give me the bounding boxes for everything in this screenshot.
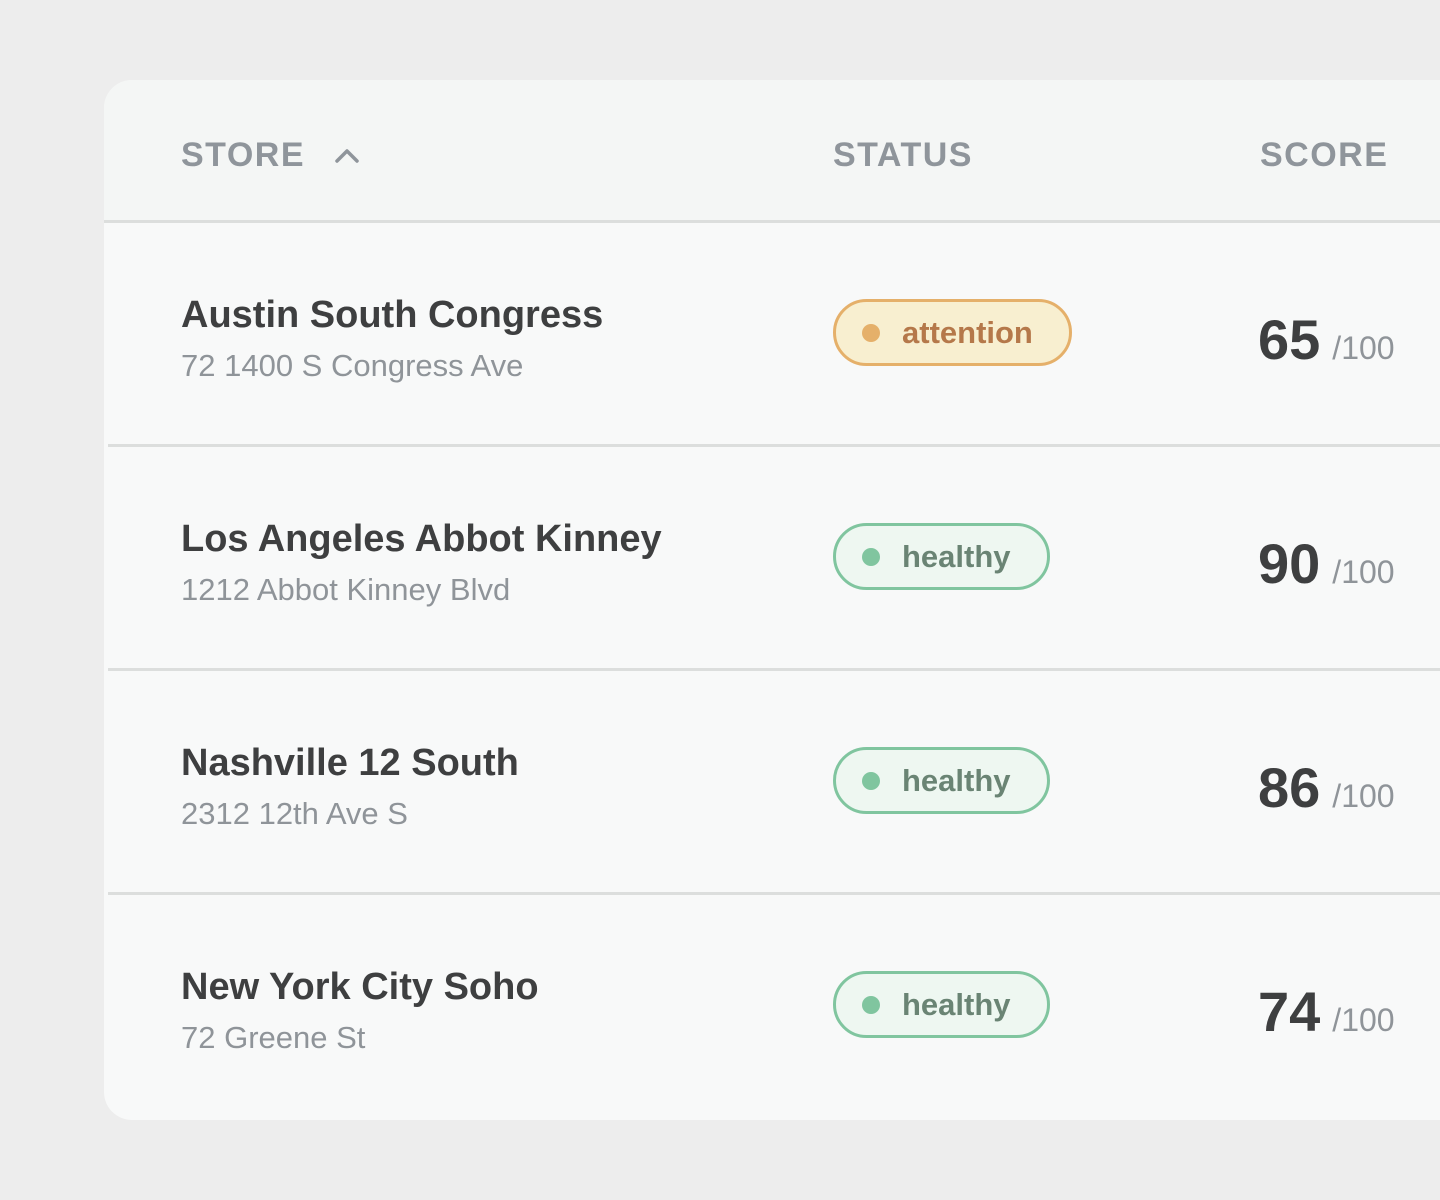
status-dot bbox=[862, 323, 880, 342]
column-header[interactable]: STATUS bbox=[833, 136, 973, 174]
column-header[interactable]: SCORE bbox=[1260, 136, 1389, 174]
sort-icon[interactable] bbox=[334, 142, 360, 168]
store-name: Austin South Congress bbox=[181, 294, 604, 336]
store-table: STORE STATUS SCORE Austin South Congress… bbox=[104, 80, 1440, 1120]
status-label: attention bbox=[902, 314, 1033, 350]
status-dot bbox=[862, 547, 880, 566]
score-max: /100 bbox=[1332, 778, 1395, 814]
store-name: New York City Soho bbox=[181, 966, 539, 1008]
store-address: 2312 12th Ave S bbox=[181, 796, 408, 831]
status-badge: healthy bbox=[833, 971, 1050, 1038]
status-label: healthy bbox=[902, 986, 1011, 1022]
score-max: /100 bbox=[1332, 1002, 1395, 1038]
score: 86/100 bbox=[1258, 755, 1395, 819]
table-header: STORE STATUS SCORE bbox=[104, 80, 1440, 223]
row-divider bbox=[108, 892, 1440, 895]
status-badge: healthy bbox=[833, 747, 1050, 814]
column-header[interactable]: STORE bbox=[181, 136, 306, 174]
row-divider bbox=[108, 668, 1440, 671]
score: 65/100 bbox=[1258, 307, 1395, 371]
score-value: 86 bbox=[1258, 756, 1321, 819]
status-label: healthy bbox=[902, 538, 1011, 574]
status-label: healthy bbox=[902, 762, 1011, 798]
store-address: 72 1400 S Congress Ave bbox=[181, 348, 524, 383]
score-max: /100 bbox=[1332, 330, 1395, 366]
status-badge: attention bbox=[833, 299, 1072, 366]
status-badge: healthy bbox=[833, 523, 1050, 590]
score-value: 90 bbox=[1258, 532, 1321, 595]
score-max: /100 bbox=[1332, 554, 1395, 590]
score-value: 74 bbox=[1258, 980, 1321, 1043]
status-dot bbox=[862, 995, 880, 1014]
store-name: Los Angeles Abbot Kinney bbox=[181, 518, 662, 560]
score-value: 65 bbox=[1258, 308, 1321, 371]
status-dot bbox=[862, 771, 880, 790]
store-address: 72 Greene St bbox=[181, 1020, 366, 1055]
row-divider bbox=[108, 444, 1440, 447]
score: 74/100 bbox=[1258, 979, 1395, 1043]
store-name: Nashville 12 South bbox=[181, 742, 519, 784]
store-address: 1212 Abbot Kinney Blvd bbox=[181, 572, 511, 607]
score: 90/100 bbox=[1258, 531, 1395, 595]
